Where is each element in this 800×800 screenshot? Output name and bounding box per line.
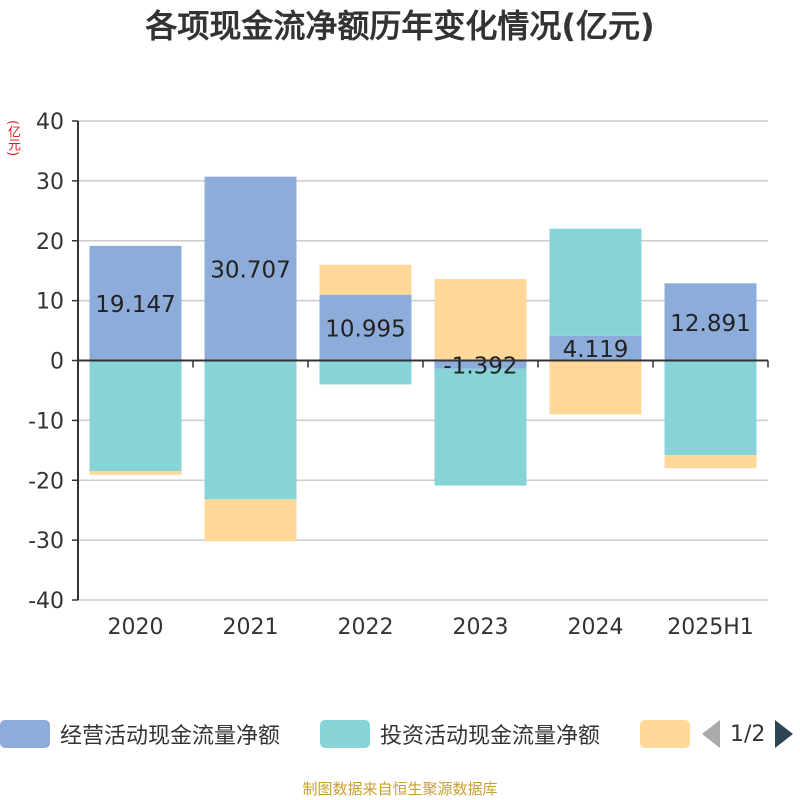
x-tick-label: 2021 (223, 615, 279, 640)
y-tick-label: -30 (28, 529, 64, 554)
data-label: 10.995 (325, 317, 405, 343)
bar-series-1-2020 (89, 360, 182, 472)
legend-next-arrow-icon[interactable] (775, 720, 794, 748)
bar-series-1-2022 (319, 360, 412, 385)
bar-series-0-2025H1 (664, 283, 757, 361)
y-axis-unit: (亿元) (5, 120, 20, 157)
chart-title: 各项现金流净额历年变化情况(亿元) (145, 7, 655, 45)
legend-label-operating: 经营活动现金流量净额 (60, 724, 281, 749)
bar-series-0-2023 (434, 360, 527, 369)
bar-series-2-2024 (549, 360, 642, 415)
legend-item-operating[interactable]: 经营活动现金流量净额 (0, 716, 280, 752)
y-tick-label: -10 (28, 409, 64, 434)
y-tick-label: -40 (28, 589, 64, 614)
y-tick-label: 40 (36, 110, 64, 135)
data-label: -1.392 (443, 354, 517, 380)
x-tick-label: 2023 (453, 615, 509, 640)
data-label: 12.891 (670, 311, 750, 337)
legend-item-investing[interactable]: 投资活动现金流量净额 (320, 716, 600, 752)
legend-swatch-investing (320, 720, 370, 748)
legend-prev-arrow-icon[interactable] (702, 720, 720, 748)
legend: 经营活动现金流量净额 投资活动现金流量净额 1/2 (0, 716, 800, 752)
legend-label-investing: 投资活动现金流量净额 (380, 724, 601, 749)
bar-series-1-2024 (549, 228, 642, 336)
bar-series-0-2024 (549, 335, 642, 361)
data-label: 30.707 (210, 258, 290, 284)
bar-series-2-2021 (204, 499, 297, 542)
y-tick-label: 20 (36, 230, 64, 255)
y-tick-label: 0 (50, 350, 64, 375)
bar-series-1-2025H1 (664, 360, 757, 456)
data-label: 19.147 (95, 292, 175, 318)
legend-item-financing[interactable] (640, 716, 700, 752)
bar-series-0-2021 (204, 176, 297, 361)
bar-series-2-2020 (89, 471, 182, 475)
legend-pager: 1/2 (702, 716, 794, 752)
legend-swatch-operating (0, 720, 50, 748)
bar-series-0-2020 (89, 245, 182, 361)
x-tick-label: 2025H1 (667, 615, 754, 640)
x-tick-label: 2024 (568, 615, 624, 640)
data-source-note: 制图数据来自恒生聚源数据库 (302, 780, 498, 798)
bar-series-2-2025H1 (664, 455, 757, 469)
data-label: 4.119 (563, 337, 629, 363)
bar-series-1-2021 (204, 360, 297, 500)
x-tick-label: 2020 (108, 615, 164, 640)
legend-swatch-financing (640, 720, 690, 748)
bar-series-1-2023 (434, 368, 527, 486)
bar-series-0-2022 (319, 294, 412, 361)
y-tick-label: 30 (36, 170, 64, 195)
bar-series-2-2022 (319, 264, 412, 295)
x-tick-label: 2022 (338, 615, 394, 640)
y-tick-label: 10 (36, 290, 64, 315)
y-tick-label: -20 (28, 469, 64, 494)
bar-series-2-2023 (434, 279, 527, 361)
bar-chart: 40 30 20 10 0 -10 -20 -30 -40 19.147 30.707 10.995 -… (28, 110, 769, 640)
legend-page-indicator: 1/2 (730, 721, 766, 747)
